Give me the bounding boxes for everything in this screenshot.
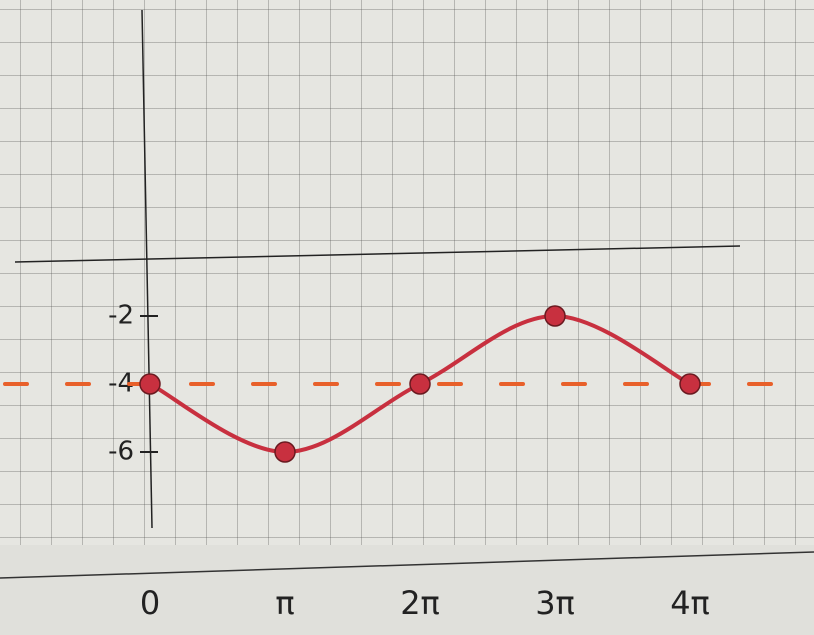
y-axis bbox=[141, 9, 153, 529]
point bbox=[409, 373, 431, 395]
point bbox=[679, 373, 701, 395]
x-tick-label: 3π bbox=[535, 584, 575, 622]
y-tick-label: -2 bbox=[108, 301, 134, 331]
x-tick-label: π bbox=[275, 584, 294, 622]
x-tick-label: 4π bbox=[670, 584, 710, 622]
x-tick-label: 2π bbox=[400, 584, 440, 622]
point bbox=[139, 373, 161, 395]
x-axis bbox=[14, 245, 741, 263]
bottom-line bbox=[0, 551, 814, 579]
point bbox=[274, 441, 296, 463]
x-tick-label: 0 bbox=[140, 584, 160, 622]
y-tick-label: -6 bbox=[108, 437, 134, 467]
paper-margin bbox=[0, 545, 814, 635]
point bbox=[544, 305, 566, 327]
